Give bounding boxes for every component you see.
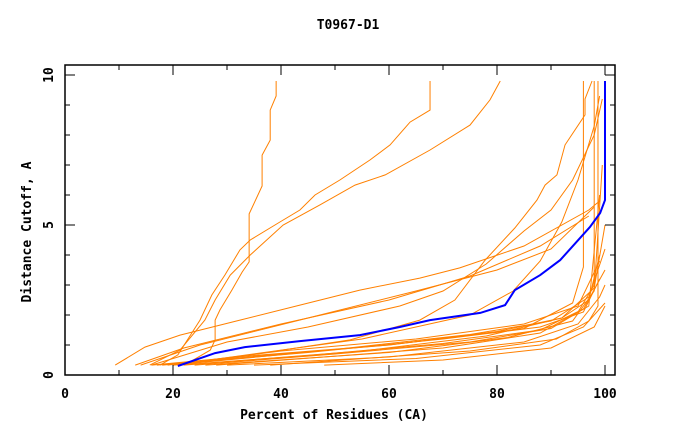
tick-labels: 0 20 40 60 80 100 0 5 10 — [42, 67, 617, 402]
model-curve-23 — [151, 81, 584, 366]
model-curve-20 — [324, 305, 606, 366]
x-tick-label: 80 — [489, 387, 505, 402]
y-tick-label: 5 — [42, 221, 57, 229]
model-curve-9 — [151, 98, 603, 366]
y-axis-label: Distance Cutoff, A — [20, 161, 35, 302]
model-curve-3 — [149, 80, 501, 366]
plot-frame — [64, 64, 616, 376]
x-tick-label: 20 — [165, 387, 181, 402]
x-tick-label: 60 — [381, 387, 397, 402]
y-tick-label: 10 — [42, 67, 57, 83]
model-curve-15 — [183, 224, 606, 366]
model-curve-7 — [135, 215, 590, 366]
model-curve-4 — [179, 80, 593, 366]
axis-ticks — [64, 65, 615, 376]
model-curve-1 — [177, 81, 277, 367]
chart-title: T0967-D1 — [317, 18, 380, 33]
model-curve-8 — [140, 206, 595, 366]
model-curve-14 — [178, 269, 606, 366]
model-curve-5 — [172, 95, 601, 366]
model-curve-2 — [159, 81, 431, 366]
model-curve-12 — [167, 260, 601, 366]
model-curve-16 — [194, 194, 601, 366]
y-tick-label: 0 — [42, 371, 57, 379]
model-curve-6 — [114, 200, 600, 366]
x-tick-label: 0 — [61, 387, 69, 402]
highlighted-model-curve — [177, 81, 606, 367]
plot-lines — [114, 80, 606, 367]
x-axis-label: Percent of Residues (CA) — [240, 408, 428, 423]
model-curve-21 — [270, 81, 599, 366]
x-tick-label: 40 — [273, 387, 289, 402]
model-curve-22 — [216, 81, 595, 366]
x-tick-label: 100 — [593, 387, 617, 402]
